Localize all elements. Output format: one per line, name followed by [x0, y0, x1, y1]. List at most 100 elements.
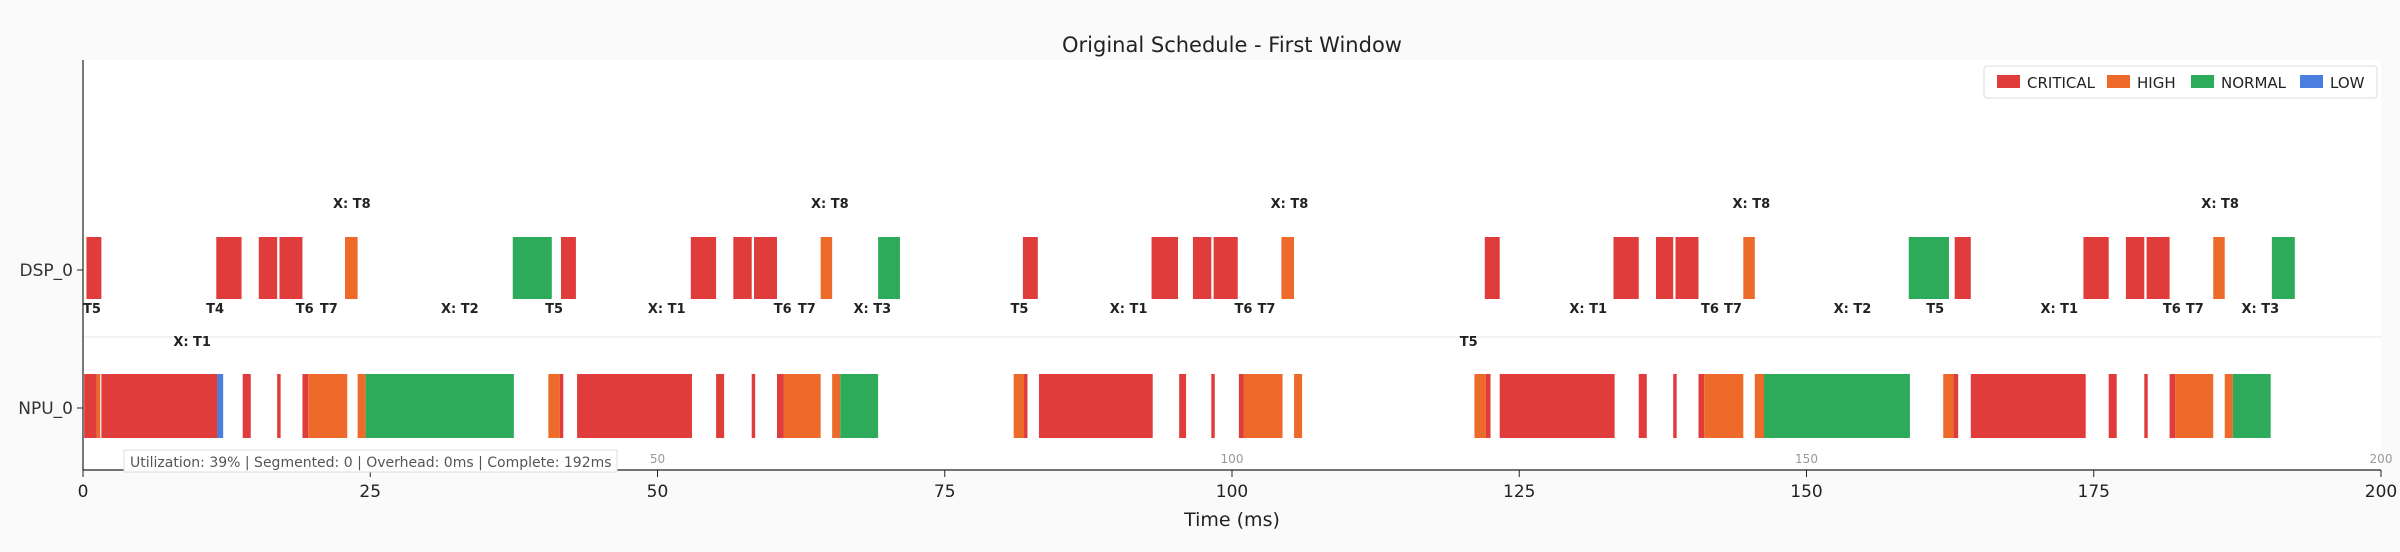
npu0-task-bar [2108, 374, 2117, 438]
npu0-task-bar [1763, 374, 1910, 438]
task-bars [84, 237, 2295, 438]
dsp0-task-bar [1743, 237, 1755, 299]
stats-box: Utilization: 39% | Segmented: 0 | Overhe… [123, 449, 618, 473]
task-annotation: T7 [798, 302, 816, 317]
npu0-task-bar [751, 374, 756, 438]
task-annotation: X: T8 [333, 197, 371, 212]
x-tick-label: 150 [1790, 482, 1822, 502]
npu0-task-bar [2224, 374, 2233, 438]
task-annotation: X: T3 [2242, 302, 2280, 317]
task-annotation: T7 [2186, 302, 2204, 317]
chart-title: Original Schedule - First Window [1062, 33, 1402, 57]
x-tick-label: 25 [359, 482, 381, 502]
npu0-task-bar [559, 374, 564, 438]
npu0-task-bar [1638, 374, 1647, 438]
x-tick-label: 125 [1503, 482, 1535, 502]
dsp0-task-bar [2083, 237, 2109, 299]
task-annotation: X: T8 [1733, 197, 1771, 212]
legend-label: HIGH [2137, 74, 2176, 92]
task-annotation: X: T2 [441, 302, 479, 317]
inner-tick-label: 50 [650, 452, 665, 466]
task-annotation: T7 [1724, 302, 1742, 317]
dsp0-task-bar [733, 237, 752, 299]
npu0-task-bar [1179, 374, 1187, 438]
task-annotation: T7 [1258, 302, 1276, 317]
npu0-task-bar [84, 374, 97, 438]
x-tick-label: 75 [934, 482, 956, 502]
task-annotation: T6 [2163, 302, 2181, 317]
npu0-task-bar [217, 374, 224, 438]
inner-tick-label: 200 [2370, 452, 2393, 466]
npu0-task-bar [2232, 374, 2271, 438]
x-tick-label: 175 [2078, 482, 2110, 502]
npu0-task-bar [1485, 374, 1491, 438]
task-annotation: X: T8 [811, 197, 849, 212]
stats-text: Utilization: 39% | Segmented: 0 | Overhe… [130, 455, 612, 471]
npu0-task-bar [1294, 374, 1303, 438]
npu0-task-bar [2169, 374, 2176, 438]
dsp0-task-bar [1192, 237, 1212, 299]
npu0-task-bar [1704, 374, 1744, 438]
task-annotation: X: T3 [854, 302, 892, 317]
legend-swatch [2107, 75, 2130, 88]
npu0-task-bar [783, 374, 821, 438]
task-annotation: X: T1 [1569, 302, 1607, 317]
npu0-task-bar [1943, 374, 1954, 438]
npu0-task-bar [1754, 374, 1764, 438]
dsp0-task-bar [86, 237, 102, 299]
dsp0-task-bar [878, 237, 900, 299]
legend-swatch [2191, 75, 2214, 88]
dsp0-task-bar [820, 237, 833, 299]
legend-swatch [2300, 75, 2323, 88]
x-axis-label: Time (ms) [1183, 509, 1280, 531]
task-annotation: X: T8 [2201, 197, 2239, 212]
npu0-task-bar [548, 374, 560, 438]
task-annotations: X: T8 X: T8 X: T8 X: T8 X: T8 T5 T4 T6 T7 X: T2 T5… [83, 197, 2279, 350]
npu0-task-bar [840, 374, 879, 438]
dsp0-task-bar [2125, 237, 2145, 299]
dsp0-task-bar [279, 237, 303, 299]
task-annotation: X: T1 [1110, 302, 1148, 317]
dsp0-task-bar [560, 237, 576, 299]
y-tick-label: NPU_0 [18, 399, 73, 419]
dsp0-task-bar [258, 237, 278, 299]
npu0-task-bar [776, 374, 784, 438]
task-annotation: T5 [1926, 302, 1944, 317]
dsp0-task-bar [216, 237, 242, 299]
npu0-task-bar [365, 374, 514, 438]
npu0-task-bar [1024, 374, 1028, 438]
task-annotation: X: T1 [648, 302, 686, 317]
dsp0-task-bar [1954, 237, 1971, 299]
npu0-task-bar [308, 374, 348, 438]
task-annotation: T5 [83, 302, 101, 317]
npu0-task-bar [1238, 374, 1244, 438]
npu0-task-bar [577, 374, 692, 438]
task-annotation: X: T1 [173, 335, 211, 350]
npu0-task-bar [1673, 374, 1677, 438]
npu0-task-bar [1474, 374, 1486, 438]
dsp0-task-bar [2271, 237, 2295, 299]
x-tick-label: 100 [1216, 482, 1248, 502]
x-tick-label: 0 [78, 482, 89, 502]
dsp0-task-bar [512, 237, 552, 299]
task-annotation: T5 [1460, 335, 1478, 350]
npu0-task-bar [2144, 374, 2148, 438]
npu0-task-bar [1698, 374, 1705, 438]
x-tick-label: 50 [647, 482, 669, 502]
task-annotation: T5 [545, 302, 563, 317]
task-annotation: X: T8 [1271, 197, 1309, 212]
x-tick-label: 200 [2365, 482, 2397, 502]
task-annotation: T6 [1701, 302, 1719, 317]
npu0-task-bar [2175, 374, 2214, 438]
npu0-task-bar [1211, 374, 1215, 438]
npu0-task-bar [242, 374, 251, 438]
dsp0-task-bar [1655, 237, 1674, 299]
inner-tick-label: 100 [1221, 452, 1244, 466]
npu0-task-bar [1243, 374, 1283, 438]
legend-label: LOW [2330, 74, 2365, 92]
task-annotation: T7 [320, 302, 338, 317]
inner-tick-labels: 50 100 150 200 [650, 452, 2393, 466]
npu0-task-bar [716, 374, 725, 438]
dsp0-task-bar [1908, 237, 1949, 299]
